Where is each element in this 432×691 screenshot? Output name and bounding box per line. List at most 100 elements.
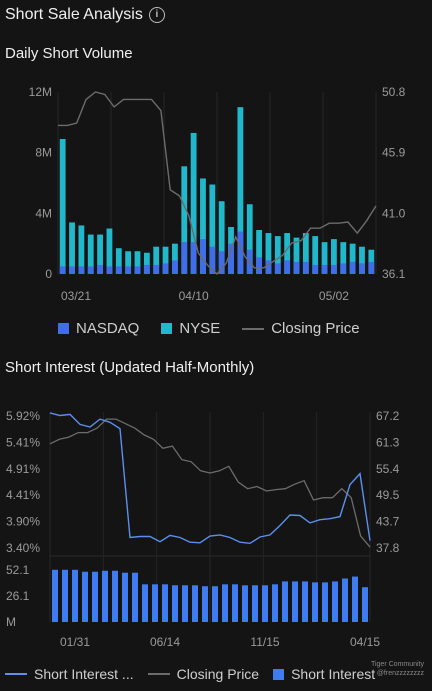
nyse-bar	[125, 251, 132, 274]
nasdaq-bar	[349, 261, 356, 274]
left-axis-tick: 0	[45, 267, 52, 281]
closing-price-line-icon	[147, 673, 170, 675]
nyse-bar	[59, 139, 66, 274]
nasdaq-bar	[97, 264, 103, 274]
short-interest-bar	[242, 585, 248, 622]
watermark: Tiger Community @frenzzzzzzzz	[371, 660, 424, 678]
nyse-bar	[69, 222, 75, 274]
legend-closing-price-2[interactable]: Closing Price	[147, 666, 260, 682]
nyse-bar	[359, 246, 365, 274]
short-interest-bar	[112, 570, 118, 622]
left-axis-tick: 8M	[35, 146, 52, 160]
nasdaq-bar	[200, 239, 206, 274]
nyse-bar	[218, 201, 225, 274]
nyse-bar	[284, 233, 291, 274]
left-axis-tick: 4M	[35, 206, 52, 220]
left-axis-tick: 5.41%	[6, 435, 40, 449]
nyse-bar	[190, 132, 197, 274]
right-axis-tick: 36.1	[382, 267, 406, 281]
daily-short-volume-title: Daily Short Volume	[5, 45, 133, 62]
closing-price-line	[58, 91, 377, 276]
nyse-bar	[331, 239, 337, 274]
nasdaq-bar	[340, 263, 347, 274]
short-interest-bar	[132, 572, 138, 622]
short-interest-bar	[52, 569, 58, 622]
short-interest-bar	[342, 578, 348, 622]
nasdaq-bar	[293, 261, 300, 274]
nyse-bar	[143, 252, 150, 274]
short-interest-bar	[72, 569, 78, 622]
nyse-bar	[293, 237, 300, 274]
nasdaq-bar	[153, 264, 160, 274]
short-interest-bar	[82, 571, 88, 622]
nasdaq-bar	[321, 264, 328, 274]
legend-short-interest-line-label: Short Interest ...	[34, 666, 134, 682]
x-axis-tick: 03/21	[61, 289, 91, 303]
short-interest-bar	[312, 582, 318, 622]
nasdaq-bar	[59, 266, 66, 274]
nasdaq-bar	[125, 266, 132, 274]
left-axis-tick: 3.90%	[6, 515, 40, 529]
nasdaq-bar	[115, 266, 122, 274]
nyse-bar	[200, 178, 206, 274]
right-axis-tick: 61.3	[376, 435, 400, 449]
x-axis-tick: 04/10	[179, 289, 209, 303]
nasdaq-bar	[218, 251, 225, 274]
right-axis-tick: 67.2	[376, 409, 400, 423]
short-interest-bar	[172, 585, 178, 622]
short-interest-bar	[252, 585, 258, 622]
nyse-bar	[312, 236, 319, 274]
nasdaq-bar	[237, 231, 244, 274]
bar-axis-tick: M	[6, 615, 16, 629]
nasdaq-bar	[172, 260, 178, 274]
right-axis-tick: 43.7	[376, 515, 400, 529]
short-interest-bar	[62, 569, 68, 622]
nasdaq-bar	[134, 266, 141, 274]
nyse-bar	[237, 107, 244, 275]
closing-price-line	[49, 418, 371, 548]
nasdaq-bar	[368, 261, 375, 274]
legend-closing-price[interactable]: Closing Price	[242, 320, 360, 337]
legend-closing-price-label: Closing Price	[271, 320, 360, 337]
short-interest-legend: Short Interest ... Closing Price Short I…	[5, 666, 375, 682]
x-axis-tick: 01/31	[60, 635, 90, 649]
right-axis-tick: 45.9	[382, 146, 406, 160]
legend-short-interest-line[interactable]: Short Interest ...	[5, 666, 134, 682]
nyse-bar	[246, 204, 253, 274]
watermark-handle: @frenzzzzzzzz	[376, 670, 424, 677]
nasdaq-bar	[256, 257, 262, 274]
nasdaq-bar	[359, 263, 365, 274]
short-interest-bar	[232, 584, 238, 622]
short-interest-bar	[322, 582, 328, 622]
nyse-bar	[349, 243, 356, 274]
short-interest-bar	[352, 576, 358, 622]
header: Short Sale Analysis i	[5, 6, 165, 24]
nasdaq-bar	[181, 242, 188, 274]
nasdaq-bar	[284, 260, 291, 274]
left-axis-tick: 5.92%	[6, 409, 40, 423]
nyse-bar	[274, 236, 281, 274]
x-axis-tick: 06/14	[150, 635, 180, 649]
x-axis-tick: 04/15	[350, 635, 380, 649]
short-interest-swatch-icon	[273, 668, 285, 680]
short-interest-bar	[212, 586, 218, 622]
short-interest-bar	[182, 585, 188, 622]
legend-short-interest-bar[interactable]: Short Interest	[273, 666, 375, 682]
nyse-bar	[78, 225, 85, 274]
nyse-bar	[256, 230, 262, 274]
nasdaq-bar	[302, 261, 309, 274]
legend-nasdaq-label: NASDAQ	[76, 320, 140, 337]
nyse-bar	[172, 243, 178, 274]
nasdaq-bar	[209, 246, 216, 274]
nasdaq-bar	[331, 264, 337, 274]
nasdaq-bar	[265, 260, 272, 274]
legend-nasdaq[interactable]: NASDAQ	[58, 320, 139, 337]
watermark-brand: Tiger Community	[370, 661, 424, 668]
legend-nyse[interactable]: NYSE	[161, 320, 220, 337]
info-icon[interactable]: i	[148, 7, 165, 23]
legend-closing-price-2-label: Closing Price	[176, 666, 260, 682]
nasdaq-bar	[190, 242, 197, 274]
right-axis-tick: 50.8	[382, 85, 406, 99]
left-axis-tick: 4.91%	[6, 462, 40, 476]
right-axis-tick: 37.8	[376, 541, 400, 555]
